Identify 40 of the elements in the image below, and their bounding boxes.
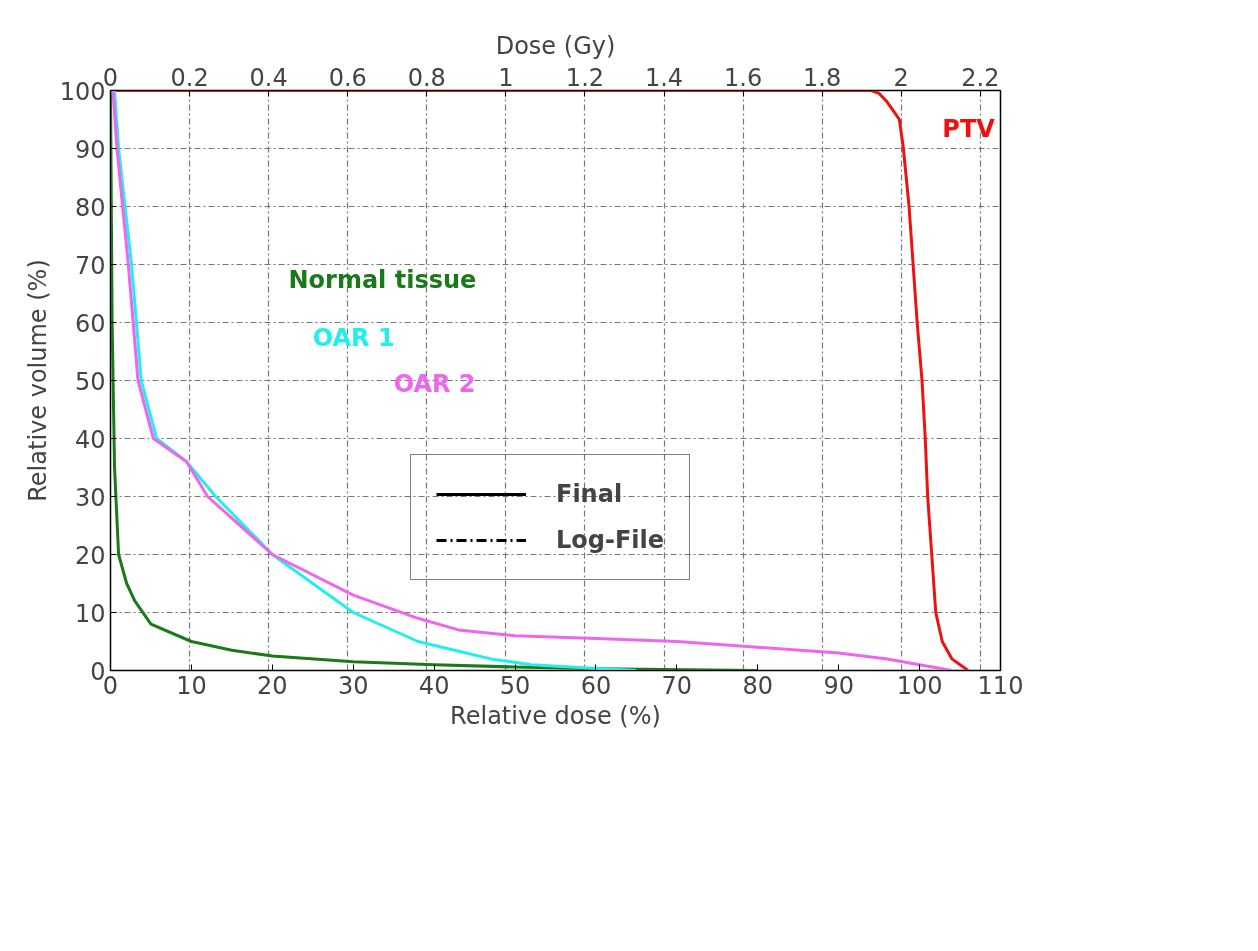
y-tick-label: 30 [74, 483, 106, 512]
y-axis-title: Relative volume (%) [23, 259, 52, 502]
annotation: Log-File [556, 526, 665, 554]
x2-tick-label: 0.4 [249, 63, 288, 92]
y-tick-label: 40 [74, 425, 106, 454]
text: OAR 2 [393, 369, 476, 398]
x2-tick-label: 1 [498, 63, 514, 92]
text: Normal tissue [288, 265, 477, 294]
annotation: Final [556, 480, 623, 508]
x-tick-label: 60 [580, 671, 612, 700]
x2-tick-label: 2.2 [961, 63, 1000, 92]
x-tick-label: 30 [337, 671, 369, 700]
x2-tick-label: 1.6 [724, 63, 763, 92]
x2-tick-label: 1.4 [644, 63, 684, 92]
text: OAR 1 [312, 323, 395, 352]
x-axis-title: Relative dose (%) [450, 701, 661, 730]
x-tick-label: 110 [977, 671, 1024, 700]
y-tick-label: 90 [74, 135, 106, 164]
x2-tick-label: 0.6 [328, 63, 367, 92]
y-tick-label: 80 [74, 193, 106, 222]
x-tick-label: 10 [176, 671, 207, 700]
x-tick-label: 80 [742, 671, 774, 700]
series-label: PTV [942, 114, 996, 143]
x-tick-label: 20 [257, 671, 288, 700]
x2-tick-label: 1.2 [565, 63, 605, 92]
y-tick-label: 10 [74, 599, 106, 628]
x2-tick-label: 2 [893, 63, 909, 92]
x-tick-label: 100 [896, 671, 943, 700]
x2-tick-label: 0.8 [407, 63, 446, 92]
x-tick-label: 70 [661, 671, 693, 700]
x2-axis-title: Dose (Gy) [495, 31, 616, 60]
y-tick-label: 60 [74, 309, 106, 338]
x-tick-label: 90 [823, 671, 854, 700]
y-tick-label: 20 [74, 541, 106, 570]
x-tick-label: 50 [499, 671, 531, 700]
y-tick-label: 50 [74, 367, 106, 396]
y-tick-label: 70 [74, 251, 106, 280]
x2-tick-label: 0.2 [170, 63, 209, 92]
x-tick-label: 40 [418, 671, 450, 700]
x2-tick-label: 1.8 [803, 63, 842, 92]
